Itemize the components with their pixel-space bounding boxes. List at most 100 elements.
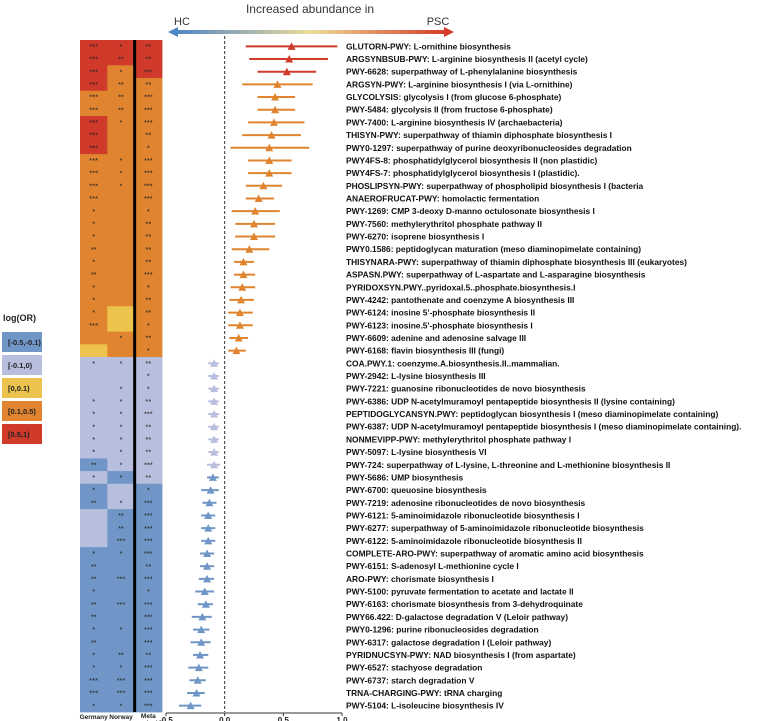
heatmap-cell	[80, 90, 108, 104]
heatmap-cell	[107, 116, 136, 130]
pathway-label: PYRIDNUCSYN-PWY: NAD biosynthesis I (fro…	[346, 650, 576, 660]
pathway-label: ARO-PWY: chorismate biosynthesis I	[346, 574, 494, 584]
pathway-label: PWY-6168: flavin biosynthesis III (fungi…	[346, 346, 504, 356]
heatmap-cell	[80, 407, 108, 421]
pathway-label: PWY-7400: L-arginine biosynthesis IV (ar…	[346, 117, 563, 127]
heatmap-cell	[80, 648, 108, 662]
heatmap-cell	[107, 306, 136, 320]
significance-marker: **	[145, 359, 151, 368]
pathway-label: PWY-6317: galactose degradation I (Leloi…	[346, 637, 551, 647]
pathway-label: PWY0-1297: superpathway of purine deoxyr…	[346, 143, 632, 153]
pathway-label: COA.PWY.1: coenzyme.A.biosynthesis.II..m…	[346, 358, 560, 368]
heatmap-cell	[107, 356, 136, 371]
heatmap-cell	[134, 673, 163, 688]
pathway-label: PWY-724: superpathway of L-lysine, L-thr…	[346, 460, 670, 470]
heatmap-cell	[134, 407, 163, 421]
heatmap-cell	[80, 521, 108, 535]
legend-title: log(OR)	[3, 313, 36, 323]
effect-estimate	[235, 321, 244, 329]
heatmap-cell	[134, 141, 163, 155]
pathway-label: GLYCOLYSIS: glycolysis I (from glucose 6…	[346, 92, 562, 102]
effect-estimate	[210, 384, 219, 393]
heatmap-cell	[80, 179, 108, 193]
heatmap-cell	[80, 458, 108, 472]
legend-swatch	[2, 424, 42, 444]
heatmap-cell	[107, 154, 136, 168]
significance-marker: ***	[144, 194, 153, 203]
significance-marker: *	[92, 651, 95, 660]
meta-separator	[133, 40, 137, 712]
significance-marker: **	[145, 435, 151, 444]
heatmap-cell	[80, 433, 108, 447]
significance-marker: *	[147, 372, 150, 381]
heatmap-cell	[107, 610, 136, 624]
heatmap-cell	[80, 230, 108, 244]
heatmap-cell	[107, 128, 136, 142]
effect-estimate	[245, 245, 254, 253]
significance-marker: ***	[144, 460, 153, 469]
heatmap-cell	[80, 509, 108, 523]
heatmap-cell	[107, 483, 136, 497]
heatmap-cell	[107, 344, 136, 358]
pathway-label: PWY-6124: inosine 5'-phosphate biosynthe…	[346, 308, 535, 318]
effect-estimate	[259, 181, 268, 190]
effect-estimate	[200, 587, 209, 596]
effect-estimate	[232, 346, 241, 355]
heatmap-cell	[80, 534, 108, 548]
heatmap-cell	[107, 331, 136, 345]
heatmap-cell	[107, 230, 136, 244]
effect-estimate	[265, 143, 274, 152]
heatmap-cell	[107, 192, 136, 206]
heatmap-cell	[107, 496, 136, 510]
heatmap-cell	[134, 318, 163, 333]
significance-marker: *	[92, 448, 95, 457]
heatmap-cell	[80, 686, 108, 700]
significance-marker: **	[145, 473, 151, 482]
arrow-right-head	[444, 27, 454, 37]
heatmap-cell	[107, 635, 136, 649]
pathway-label: PWY-6737: starch degradation V	[346, 675, 475, 685]
pathway-label: ANAEROFRUCAT-PWY: homolactic fermentatio…	[346, 193, 539, 203]
effect-estimate	[204, 524, 213, 532]
significance-marker: **	[145, 651, 151, 660]
significance-marker: *	[92, 625, 95, 634]
heatmap-cell	[80, 268, 108, 282]
effect-estimate	[201, 600, 210, 608]
heatmap-cell	[134, 344, 163, 358]
effect-estimate	[206, 486, 215, 494]
significance-marker: **	[91, 638, 97, 647]
effect-estimate	[204, 511, 213, 519]
heatmap-cell	[134, 395, 163, 409]
significance-marker: *	[120, 156, 123, 165]
effect-estimate	[198, 612, 207, 621]
heatmap-cell	[80, 116, 108, 130]
significance-marker: ***	[117, 676, 126, 685]
significance-marker: *	[92, 296, 95, 305]
significance-marker: *	[92, 219, 95, 228]
heatmap-cell	[107, 40, 136, 54]
significance-marker: ***	[89, 169, 98, 178]
significance-marker: **	[145, 296, 151, 305]
heatmap-cell	[107, 471, 136, 485]
significance-marker: ***	[89, 80, 98, 89]
significance-marker: *	[120, 181, 123, 190]
heatmap-cell	[134, 103, 163, 117]
pathway-label: PWY-4242: pantothenate and coenzyme A bi…	[346, 295, 574, 305]
significance-marker: ***	[144, 511, 153, 520]
heatmap-cell	[107, 597, 136, 611]
effect-estimate	[265, 169, 274, 177]
heatmap-cell	[80, 242, 108, 256]
heatmap-cell	[134, 331, 163, 345]
significance-marker: **	[118, 524, 124, 533]
legend-label: [-0.5,-0.1)	[8, 338, 41, 347]
heatmap-cell	[107, 318, 136, 333]
legend-label: [-0.1,0)	[8, 361, 33, 370]
heatmap-cell	[80, 699, 108, 713]
forest-plot	[178, 36, 338, 712]
effect-estimate	[197, 625, 206, 634]
effect-estimate	[205, 498, 214, 507]
significance-marker: *	[147, 321, 150, 330]
legend-label: [0.5,1)	[8, 430, 30, 439]
heatmap-cell	[134, 255, 163, 269]
significance-marker: ***	[144, 701, 153, 710]
